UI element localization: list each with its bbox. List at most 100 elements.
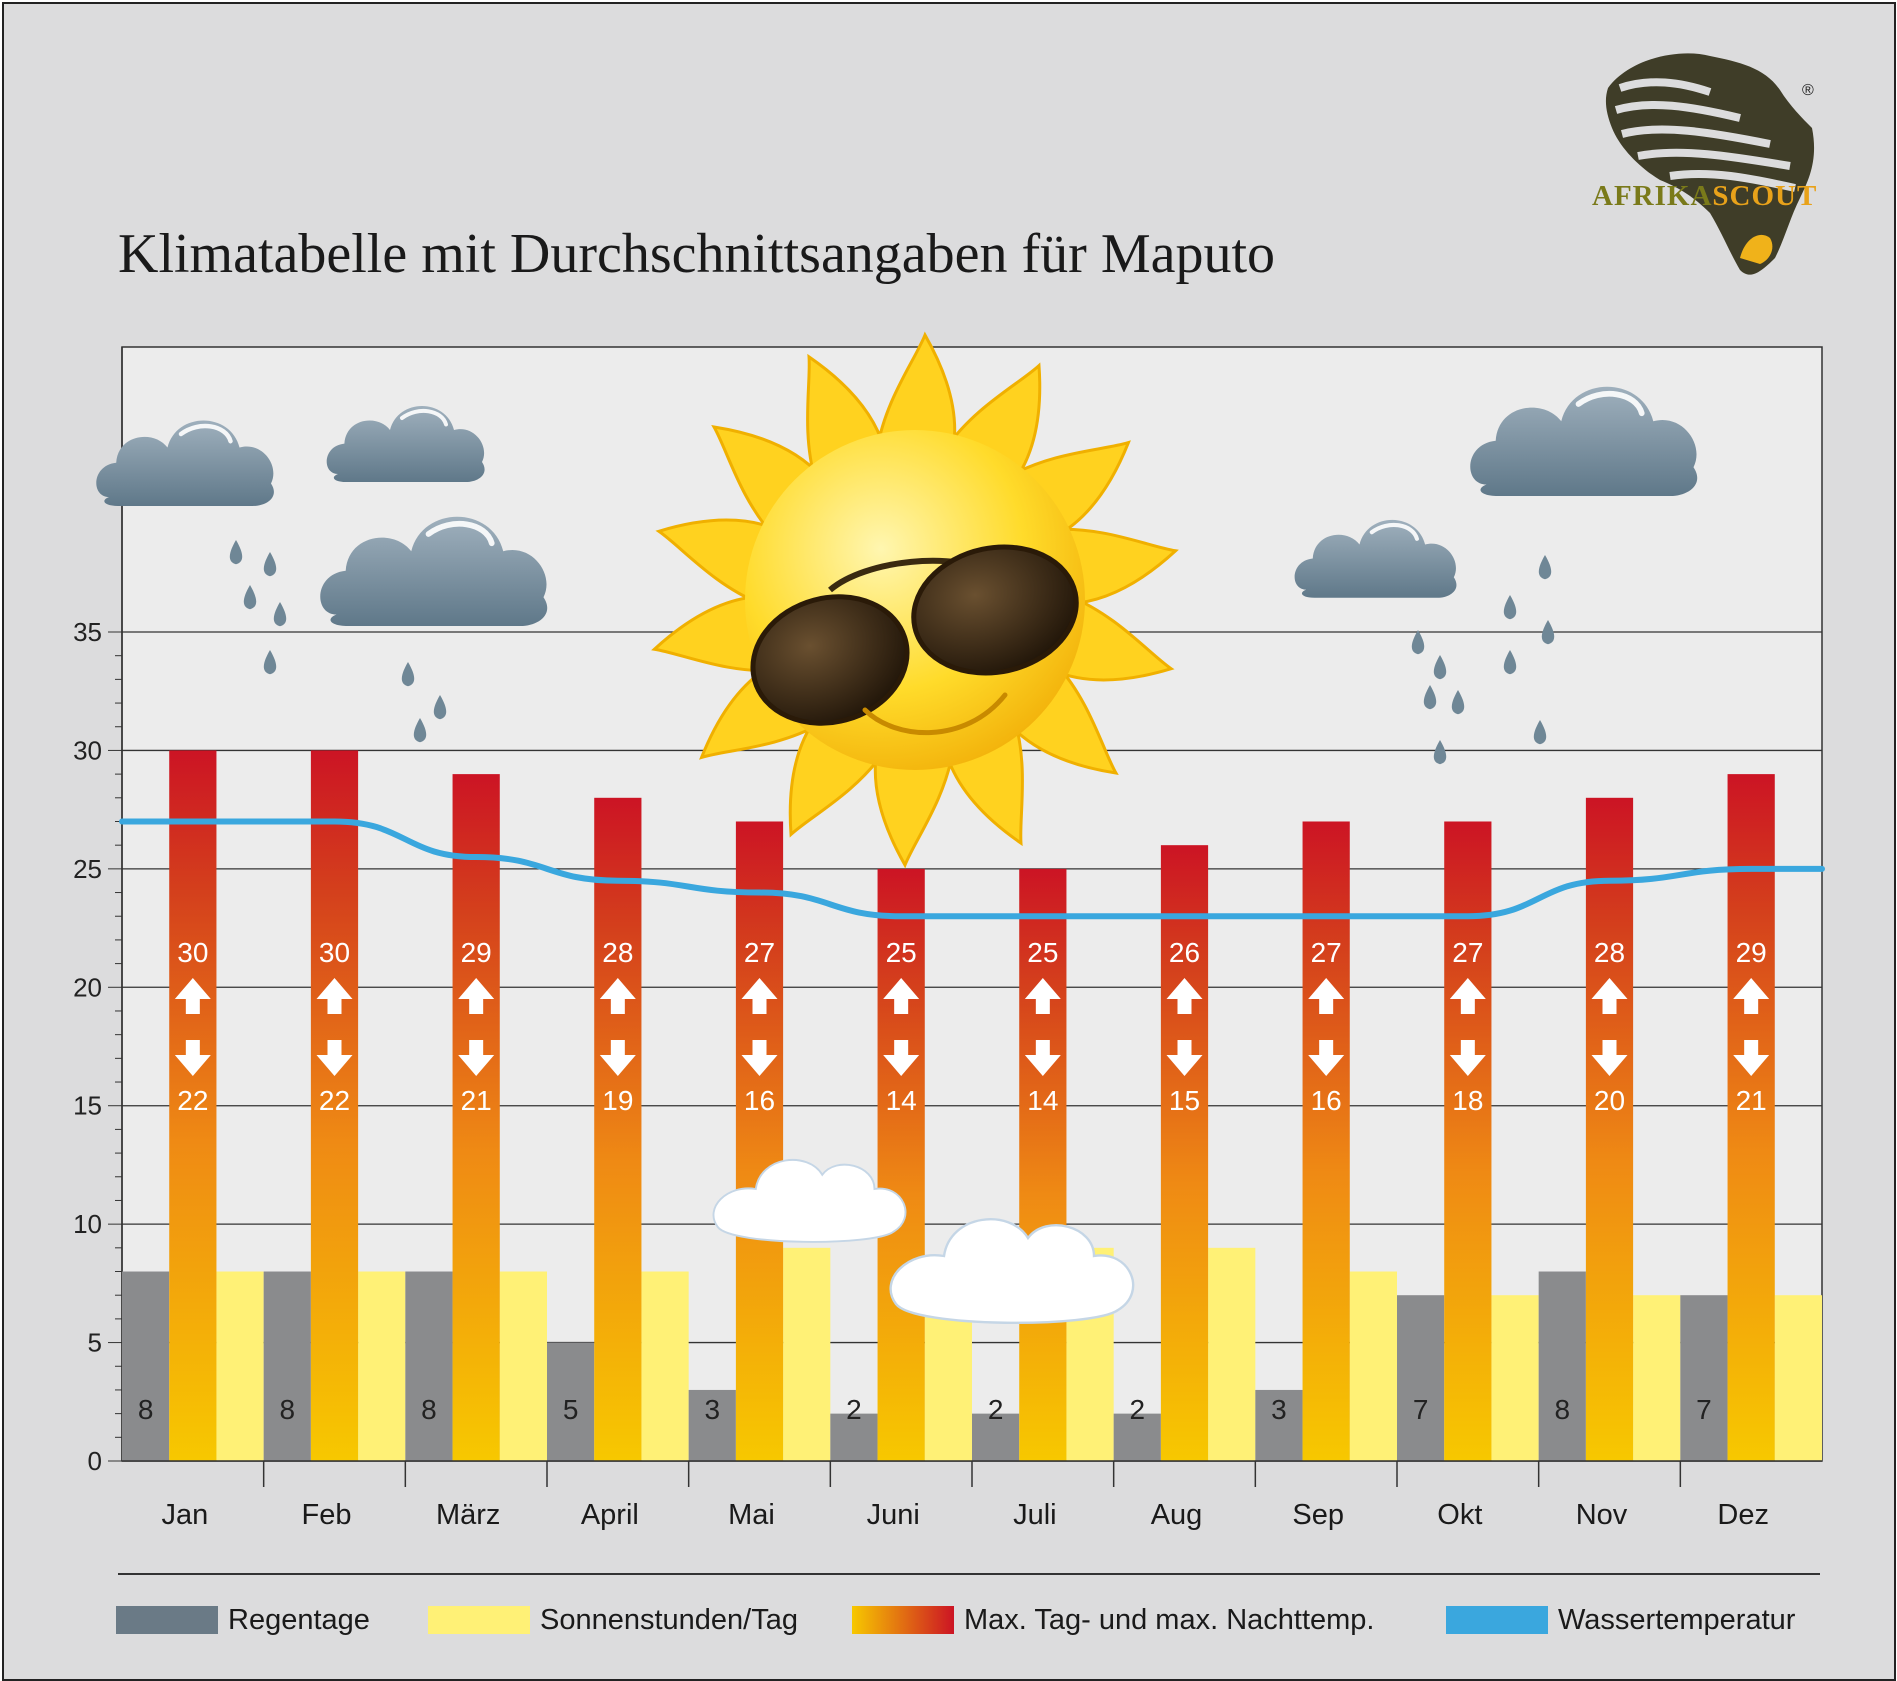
arrow-up-icon [316, 978, 353, 1014]
registered-mark: ® [1802, 82, 1814, 99]
temperature-bar [1019, 868, 1067, 1461]
arrow-down-icon [1449, 1040, 1486, 1076]
afrikascout-logo [1590, 48, 1840, 288]
min-temp-label: 16 [744, 1085, 775, 1116]
rain-bar [1397, 1295, 1445, 1461]
white-cloud-body [712, 1159, 907, 1243]
max-temp-label: 28 [1594, 937, 1625, 968]
legend-swatch-regentage [116, 1606, 218, 1634]
sunshine-bar [1208, 1247, 1256, 1461]
white-cloud-icon [889, 1218, 1135, 1324]
x-tick-label: März [436, 1499, 500, 1531]
min-temp-label: 22 [319, 1085, 350, 1116]
logo-wordmark: AFRIKASCOUT [1592, 180, 1817, 213]
temperature-bar [1585, 797, 1634, 1461]
raindrop-icon [1541, 620, 1555, 645]
rain-bar [830, 1413, 878, 1461]
temperature-bar [735, 821, 784, 1461]
min-temp-label: 14 [1027, 1085, 1058, 1116]
temperature-bar [452, 774, 500, 1461]
arrow-up-icon [1308, 978, 1345, 1014]
sunshine-bar [1349, 1271, 1397, 1461]
y-tick-label: 20 [73, 972, 102, 1002]
sun-icon [651, 331, 1179, 869]
max-temp-label: 27 [1311, 937, 1342, 968]
legend-label-wassertemperatur: Wassertemperatur [1558, 1603, 1796, 1636]
raindrop-icon [263, 552, 277, 577]
y-tick-label: 35 [73, 617, 102, 647]
rain-value-label: 8 [1554, 1394, 1570, 1425]
min-temp-label: 22 [177, 1085, 208, 1116]
legend-temperatur: Max. Tag- und max. Nachttemp. [852, 1604, 1374, 1636]
max-temp-label: 29 [461, 937, 492, 968]
raindrop-icon [1411, 630, 1425, 655]
x-tick-label: Mai [728, 1499, 775, 1531]
cloud-highlight [425, 520, 495, 547]
arrow-up-icon [741, 978, 778, 1014]
min-temp-label: 19 [602, 1085, 633, 1116]
rain-bar [1538, 1271, 1586, 1461]
rain-bar [972, 1413, 1020, 1461]
sun-ray [875, 331, 957, 452]
sunglasses-lens [750, 594, 910, 726]
temperature-bar [877, 868, 925, 1461]
y-tick-label: 15 [73, 1091, 102, 1121]
rain-value-label: 7 [1413, 1394, 1429, 1425]
legend-wassertemperatur: Wassertemperatur [1446, 1603, 1796, 1636]
min-temp-label: 14 [886, 1085, 917, 1116]
water-temperature-line [119, 818, 1825, 920]
arrow-up-icon [883, 978, 920, 1014]
min-temp-label: 16 [1311, 1085, 1342, 1116]
max-temp-label: 27 [1452, 937, 1483, 968]
rain-bar [1255, 1389, 1303, 1461]
raindrop-icon [1538, 555, 1552, 580]
legend-sonnenstunden: Sonnenstunden/Tag [428, 1604, 798, 1636]
white-cloud-icon [712, 1159, 907, 1243]
rain-value-label: 5 [563, 1394, 579, 1425]
arrow-up-icon [458, 978, 495, 1014]
rain-value-label: 8 [279, 1394, 295, 1425]
arrow-up-icon [1591, 978, 1628, 1014]
arrow-up-icon [1166, 978, 1203, 1014]
rain-bar [405, 1271, 453, 1461]
x-tick-label: Juli [1013, 1499, 1057, 1531]
rain-value-label: 7 [1696, 1394, 1712, 1425]
temperature-bar [1727, 774, 1775, 1461]
rain-bar [263, 1271, 311, 1461]
temperature-bar [1302, 821, 1350, 1461]
max-temp-label: 30 [319, 937, 350, 968]
arrow-down-icon [1024, 1040, 1061, 1076]
x-tick-label: Jan [161, 1499, 208, 1531]
max-temp-label: 29 [1736, 937, 1767, 968]
arrow-down-icon [741, 1040, 778, 1076]
sun-smile [862, 692, 1008, 735]
x-tick-label: Sep [1292, 1499, 1344, 1531]
x-tick-label: April [581, 1499, 639, 1531]
raindrop-icon [243, 585, 257, 610]
x-tick-label: Nov [1576, 1499, 1628, 1531]
rain-cloud-icon [326, 406, 485, 482]
arrow-up-icon [1733, 978, 1770, 1014]
rain-bar [547, 1342, 595, 1461]
sunshine-bar [924, 1295, 972, 1461]
rain-bar [1680, 1295, 1728, 1461]
rain-value-label: 3 [1271, 1394, 1287, 1425]
arrow-down-icon [316, 1040, 353, 1076]
arrow-down-icon [883, 1040, 920, 1076]
rain-value-label: 2 [846, 1394, 862, 1425]
arrow-up-icon [599, 978, 636, 1014]
arrow-down-icon [1733, 1040, 1770, 1076]
legend-regentage: Regentage [116, 1604, 370, 1636]
temperature-bar [169, 750, 217, 1461]
chart-title: Klimatabelle mit Durchschnittsangaben fü… [118, 223, 1276, 285]
arrow-down-icon [1166, 1040, 1203, 1076]
sunshine-bar [1774, 1295, 1822, 1461]
min-temp-label: 21 [1736, 1085, 1767, 1116]
white-cloud-body [889, 1218, 1135, 1324]
rain-cloud-icon [1470, 386, 1698, 496]
y-tick-label: 25 [73, 854, 102, 884]
max-temp-label: 28 [602, 937, 633, 968]
raindrop-icon [273, 602, 287, 627]
raindrop-icon [1451, 690, 1465, 715]
